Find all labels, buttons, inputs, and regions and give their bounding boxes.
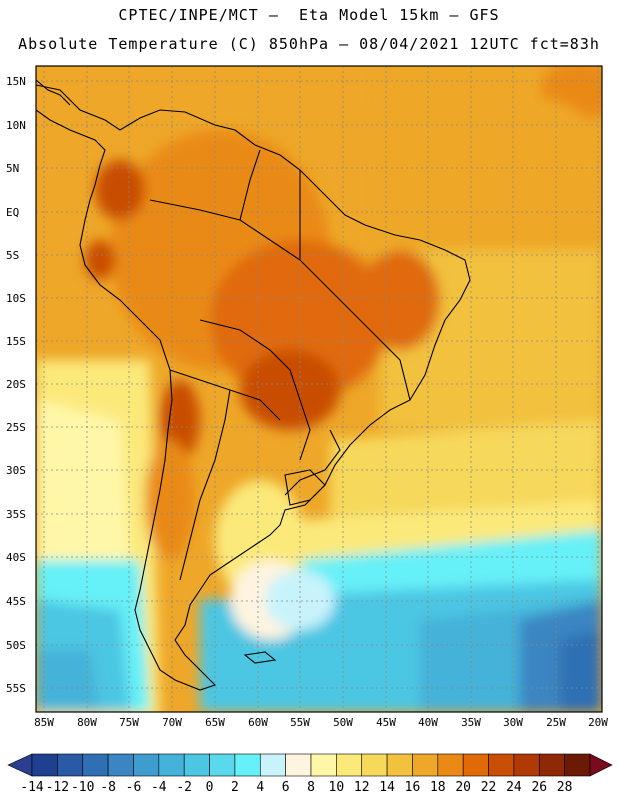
lat-label: EQ <box>6 206 20 219</box>
lat-label: 5N <box>6 162 20 175</box>
colorbar-label: 26 <box>531 780 548 795</box>
colorbar-swatch <box>437 753 464 777</box>
lat-label: 15N <box>6 75 26 88</box>
map-title-line1: CPTEC/INPE/MCT – Eta Model 15km – GFS <box>118 6 500 24</box>
lon-label: 30W <box>503 716 523 729</box>
colorbar-swatch <box>259 753 286 777</box>
colorbar-swatch <box>310 753 337 777</box>
colorbar-label: 6 <box>281 780 290 795</box>
colorbar-label: 24 <box>506 780 522 795</box>
colorbar-swatch <box>158 753 185 777</box>
lon-label: 50W <box>333 716 353 729</box>
lat-label: 5S <box>6 249 20 262</box>
lat-label: 45S <box>6 595 26 608</box>
colorbar-swatch <box>183 753 210 777</box>
temperature-field <box>36 66 602 712</box>
colorbar-max-arrow <box>589 753 613 777</box>
colorbar-swatch <box>234 753 261 777</box>
lat-label: 35S <box>6 508 26 521</box>
lon-label: 60W <box>248 716 268 729</box>
lon-label: 35W <box>461 716 481 729</box>
colorbar-label: 20 <box>455 780 471 795</box>
colorbar-swatch <box>209 753 236 777</box>
colorbar-label: 10 <box>328 780 345 795</box>
coastline <box>36 79 471 691</box>
colorbar-swatch <box>412 753 439 777</box>
lat-label: 10N <box>6 119 26 132</box>
colorbar-min-arrow <box>7 753 33 777</box>
colorbar-swatch <box>133 753 160 777</box>
colorbar-label: 22 <box>480 780 497 795</box>
colorbar-swatch <box>513 753 540 777</box>
colorbar <box>7 753 613 777</box>
lon-label: 75W <box>119 716 139 729</box>
colorbar-swatch <box>488 753 515 777</box>
lat-label: 55S <box>6 682 26 695</box>
colorbar-swatch <box>336 753 363 777</box>
colorbar-label: -2 <box>176 780 192 795</box>
map-title-line2: Absolute Temperature (C) 850hPa – 08/04/… <box>18 35 600 53</box>
colorbar-swatch <box>462 753 489 777</box>
colorbar-label: 18 <box>429 780 446 795</box>
lon-label: 85W <box>34 716 54 729</box>
colorbar-label: 28 <box>556 780 573 795</box>
lat-label: 25S <box>6 421 26 434</box>
colorbar-swatch <box>564 753 591 777</box>
colorbar-label: -4 <box>150 780 167 795</box>
colorbar-swatch <box>361 753 388 777</box>
colorbar-label: -6 <box>125 780 142 795</box>
lon-label: 45W <box>376 716 396 729</box>
colorbar-label: -14 <box>20 780 44 795</box>
colorbar-label: 4 <box>256 780 265 795</box>
lon-label: 40W <box>418 716 438 729</box>
lon-label: 25W <box>546 716 566 729</box>
colorbar-label: 16 <box>404 780 421 795</box>
lat-label: 40S <box>6 551 26 564</box>
lon-label: 20W <box>588 716 608 729</box>
colorbar-swatch <box>538 753 565 777</box>
lon-label: 70W <box>162 716 182 729</box>
colorbar-label: 14 <box>379 780 395 795</box>
colorbar-swatch <box>82 753 109 777</box>
lat-label: 50S <box>6 639 26 652</box>
lon-label: 65W <box>205 716 225 729</box>
lat-label: 10S <box>6 292 26 305</box>
colorbar-label: 12 <box>353 780 370 795</box>
colorbar-label: -8 <box>100 780 116 795</box>
colorbar-swatch <box>107 753 134 777</box>
colorbar-label: 2 <box>230 780 239 795</box>
lat-label: 20S <box>6 378 26 391</box>
lat-label: 30S <box>6 464 26 477</box>
map-frame <box>35 65 603 713</box>
colorbar-label: 0 <box>205 780 214 795</box>
colorbar-label: 8 <box>307 780 315 795</box>
colorbar-swatch <box>31 753 58 777</box>
lat-lon-grid <box>36 66 602 712</box>
lon-label: 55W <box>290 716 310 729</box>
colorbar-label: -12 <box>45 780 70 795</box>
colorbar-swatch <box>285 753 312 777</box>
colorbar-swatch <box>57 753 84 777</box>
lat-label: 15S <box>6 335 26 348</box>
colorbar-swatch <box>386 753 413 777</box>
colorbar-label: -10 <box>70 780 95 795</box>
lon-label: 80W <box>77 716 97 729</box>
